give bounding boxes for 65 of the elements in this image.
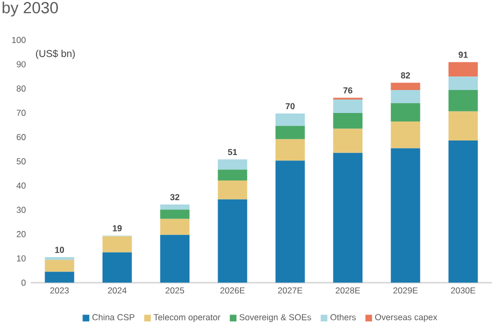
y-tick-label: 40 <box>16 182 26 189</box>
bar <box>448 62 478 77</box>
x-tick-label: 2023 <box>50 287 69 294</box>
bar <box>333 113 362 129</box>
annotation: (US$ bn) <box>36 50 75 60</box>
bar <box>102 236 132 252</box>
total-label: 91 <box>458 52 468 58</box>
bar <box>44 257 74 260</box>
bar <box>218 159 248 170</box>
bar <box>160 210 190 219</box>
total-label: 76 <box>343 87 352 94</box>
y-tick-label: 20 <box>16 231 26 238</box>
bar <box>160 204 190 210</box>
x-tick-label: 2030E <box>451 287 476 294</box>
bar <box>390 148 420 283</box>
y-tick-label: 60 <box>16 134 26 140</box>
total-label: 10 <box>55 246 64 253</box>
bar <box>448 140 478 283</box>
x-tick-label: 2024 <box>108 287 127 294</box>
legend-label: China CSP <box>92 314 134 320</box>
bar <box>102 252 132 283</box>
x-tick-label: 2028E <box>336 287 360 294</box>
y-tick-label: 30 <box>16 206 26 213</box>
x-tick-label: 2027E <box>278 287 302 294</box>
y-tick-label: 50 <box>16 158 26 164</box>
bar <box>333 99 362 114</box>
bar <box>44 272 74 283</box>
bar <box>44 260 74 272</box>
bar <box>390 90 420 104</box>
total-label: 19 <box>112 225 122 232</box>
y-tick-label: 10 <box>16 255 26 262</box>
legend-label: Overseas capex <box>375 314 438 322</box>
total-label: 32 <box>170 194 180 200</box>
y-tick-label: 70 <box>16 110 26 116</box>
legend-label: Others <box>330 314 356 320</box>
legend-label: Telecom operator <box>154 314 220 322</box>
bar <box>275 126 305 140</box>
y-tick-label: 90 <box>16 61 26 68</box>
x-tick-label: 2026E <box>220 287 245 294</box>
bar <box>218 180 248 200</box>
y-tick-label: 0 <box>21 280 26 286</box>
bar <box>275 160 305 283</box>
x-tick-label: 2025 <box>166 287 184 294</box>
bar <box>390 103 420 122</box>
bar <box>218 170 248 180</box>
bar <box>160 218 190 235</box>
bar <box>218 199 248 283</box>
bar <box>275 114 305 126</box>
legend-label: Sovereign & SOEs <box>240 314 312 322</box>
bar <box>448 90 478 112</box>
bar <box>390 82 420 90</box>
bar <box>448 111 478 140</box>
y-tick-label: 80 <box>16 85 26 92</box>
bar <box>448 76 478 90</box>
y-tick-label: 100 <box>12 36 26 44</box>
bar <box>160 234 190 283</box>
total-label: 70 <box>286 103 295 110</box>
total-label: 51 <box>228 149 238 156</box>
x-tick-label: 2029E <box>393 287 418 294</box>
chart-title: by 2030 <box>2 2 58 17</box>
bar <box>275 139 305 161</box>
bar <box>390 122 420 148</box>
bar <box>333 152 362 283</box>
bar <box>333 128 362 153</box>
total-label: 82 <box>400 72 410 78</box>
